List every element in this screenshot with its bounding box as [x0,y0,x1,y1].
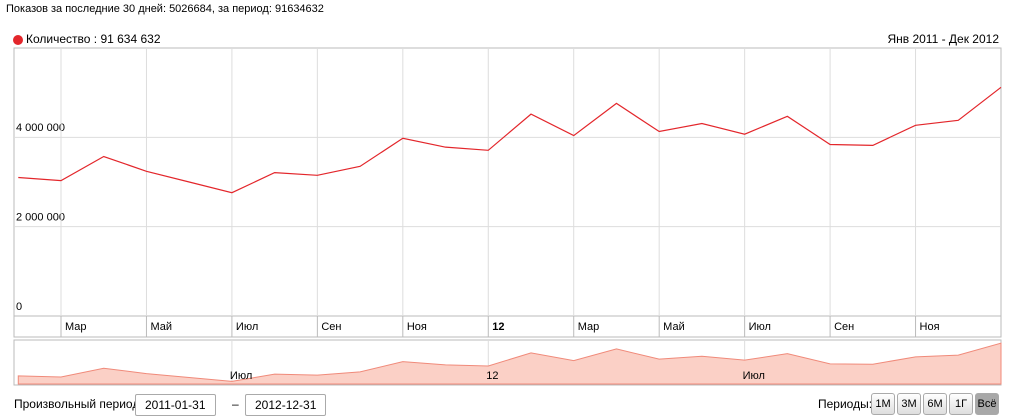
navigator-tick-label: Июл [743,370,765,382]
chart: Показов за последние 30 дней: 5026684, з… [6,3,1002,386]
period-button[interactable]: 1М [871,393,895,415]
x-tick-label: 12 [492,321,504,333]
period-button[interactable]: 1Г [949,393,973,415]
navigator-tick-label: Июл [230,370,252,382]
date-to[interactable]: 2012-12-31 [245,394,327,416]
x-axis-frame [13,315,1002,338]
x-tick-label: Май [150,321,172,333]
legend-entry: Количество : 91 634 632 [26,32,161,46]
period-button[interactable]: Всё [975,393,999,415]
period-button[interactable]: 3М [897,393,921,415]
data-line [18,86,1002,194]
x-tick-label: Май [663,321,685,333]
y-tick-label: 0 [16,301,22,313]
separator: – [232,397,239,411]
x-tick-label: Мар [578,321,600,333]
x-tick-label: Июл [749,321,771,333]
range-label: Янв 2011 - Дек 2012 [887,32,999,46]
legend-dot [13,35,23,45]
periods-label: Периоды: [818,397,873,411]
period-button[interactable]: 6М [923,393,947,415]
x-tick-label: Мар [65,321,87,333]
y-tick-label: 4 000 000 [16,122,65,134]
x-tick-label: Сен [321,321,341,333]
x-tick-label: Июл [236,321,258,333]
date-from[interactable]: 2011-01-31 [135,394,216,416]
y-tick-label: 2 000 000 [16,212,65,224]
header: Показов за последние 30 дней: 5026684, з… [6,3,324,15]
navigator-area [17,342,1002,385]
custom-label: Произвольный период: [14,397,143,411]
x-tick-label: Ноя [407,321,427,333]
plot-frame [13,47,1002,317]
x-tick-label: Сен [834,321,854,333]
navigator-tick-label: 12 [486,370,498,382]
x-tick-label: Ноя [920,321,940,333]
